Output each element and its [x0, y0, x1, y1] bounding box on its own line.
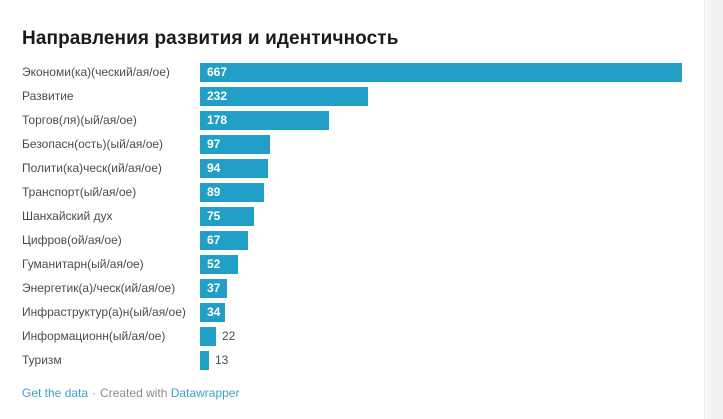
bar-track: 667	[200, 63, 682, 82]
category-label: Гуманитарн(ый/ая/ое)	[22, 257, 144, 271]
bar-track: 89	[200, 183, 682, 202]
category-label: Торгов(ля)(ый/ая/ое)	[22, 113, 137, 127]
bar: 89	[200, 183, 264, 202]
footer-separator: ·	[92, 386, 97, 400]
bar-row: Полити(ка)ческ(ий/ая/ое) 94	[22, 159, 682, 178]
category-label: Информационн(ый/ая/ое)	[22, 329, 166, 343]
value-label: 34	[207, 305, 221, 319]
bar-row: Развитие 232	[22, 87, 682, 106]
bar-track: 13	[200, 351, 682, 370]
datawrapper-link[interactable]: Datawrapper	[170, 386, 240, 400]
bar: 75	[200, 207, 254, 226]
value-label: 75	[207, 209, 221, 223]
bar-row: Гуманитарн(ый/ая/ое) 52	[22, 255, 682, 274]
bar: 667	[200, 63, 682, 82]
bar: 232	[200, 87, 368, 106]
category-label: Энергетик(а)/ческ(ий/ая/ое)	[22, 281, 176, 295]
category-label: Туризм	[22, 353, 62, 367]
category-label: Транспорт(ый/ая/ое)	[22, 185, 137, 199]
category-label: Цифров(ой/ая/ое)	[22, 233, 122, 247]
bar-row: Инфраструктур(а)н(ый/ая/ое) 34	[22, 303, 682, 322]
datawrapper-chart: Направления развития и идентичность Экон…	[22, 28, 682, 401]
value-label: 52	[207, 257, 221, 271]
category-label: Шанхайский дух	[22, 209, 113, 223]
value-label: 97	[207, 137, 221, 151]
bar-row: Торгов(ля)(ый/ая/ое) 178	[22, 111, 682, 130]
category-label: Полити(ка)ческ(ий/ая/ое)	[22, 161, 162, 175]
value-label: 22	[222, 329, 236, 343]
bar	[200, 351, 209, 370]
bar	[200, 327, 216, 346]
chart-footer: Get the data · Created with Datawrapper	[22, 386, 682, 401]
bar-row: Экономи(ка)(ческий/ая/ое) 667	[22, 63, 682, 82]
category-label: Экономи(ка)(ческий/ая/ое)	[22, 65, 170, 79]
bar-row: Энергетик(а)/ческ(ий/ая/ое) 37	[22, 279, 682, 298]
bar: 52	[200, 255, 238, 274]
value-label: 178	[207, 113, 228, 127]
footer-credit-text: Created with	[100, 386, 168, 400]
category-label: Развитие	[22, 89, 74, 103]
bar-track: 232	[200, 87, 682, 106]
get-the-data-link[interactable]: Get the data	[22, 386, 89, 400]
bar-track: 97	[200, 135, 682, 154]
bar: 67	[200, 231, 248, 250]
bar: 34	[200, 303, 225, 322]
chart-title: Направления развития и идентичность	[22, 28, 399, 49]
bar-track: 67	[200, 231, 682, 250]
bar-track: 34	[200, 303, 682, 322]
bar-row: Цифров(ой/ая/ое) 67	[22, 231, 682, 250]
bar-chart-plot-area: Экономи(ка)(ческий/ая/ое) 667 Развитие 232 Т…	[22, 63, 682, 370]
bar-track: 22	[200, 327, 682, 346]
bar: 178	[200, 111, 329, 130]
bar-track: 94	[200, 159, 682, 178]
category-label: Безопасн(ость)(ый/ая/ое)	[22, 137, 164, 151]
bar-track: 75	[200, 207, 682, 226]
bar-row: Информационн(ый/ая/ое) 22	[22, 327, 682, 346]
page-background-gutter	[704, 0, 723, 419]
bar: 94	[200, 159, 268, 178]
bar-row: Безопасн(ость)(ый/ая/ое) 97	[22, 135, 682, 154]
value-label: 37	[207, 281, 221, 295]
bar: 97	[200, 135, 270, 154]
bar: 37	[200, 279, 227, 298]
value-label: 94	[207, 161, 221, 175]
value-label: 232	[207, 89, 228, 103]
bar-row: Шанхайский дух 75	[22, 207, 682, 226]
bar-row: Транспорт(ый/ая/ое) 89	[22, 183, 682, 202]
value-label: 67	[207, 233, 221, 247]
value-label: 13	[215, 353, 229, 367]
category-label: Инфраструктур(а)н(ый/ая/ое)	[22, 305, 186, 319]
bar-track: 52	[200, 255, 682, 274]
value-label: 89	[207, 185, 221, 199]
value-label: 667	[207, 65, 228, 79]
bar-track: 37	[200, 279, 682, 298]
bar-track: 178	[200, 111, 682, 130]
bar-row: Туризм 13	[22, 351, 682, 370]
